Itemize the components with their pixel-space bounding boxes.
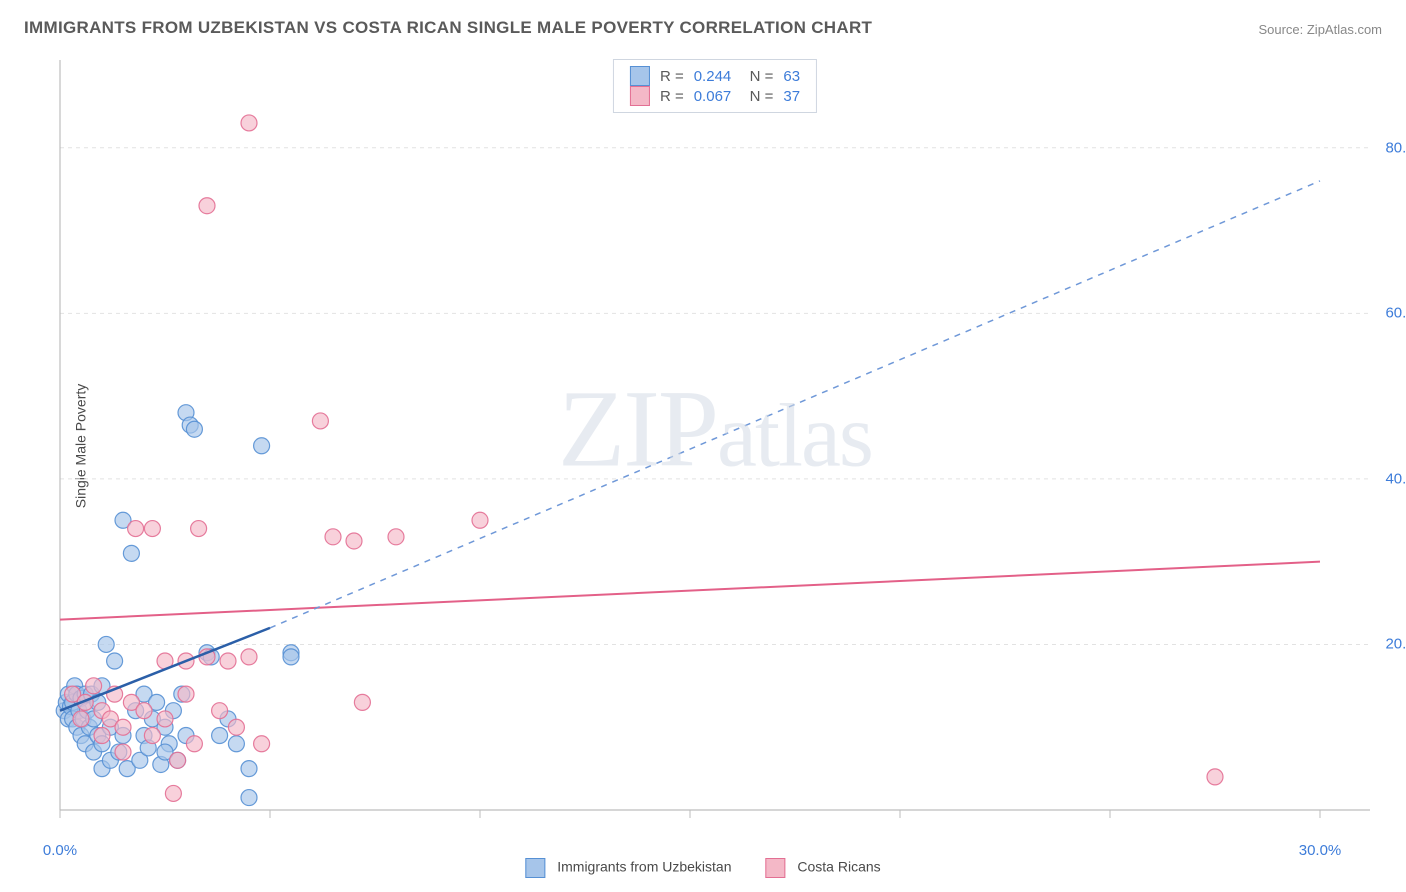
ytick-label: 60.0% — [1385, 305, 1406, 322]
legend-item: Immigrants from Uzbekistan — [525, 858, 731, 878]
swatch-icon — [630, 86, 650, 106]
stats-legend-box: R = 0.244 N = 63 R = 0.067 N = 37 — [613, 59, 817, 113]
stats-n-label: N = — [741, 68, 773, 85]
scatter-chart-svg — [50, 55, 1380, 835]
legend-item: Costa Ricans — [766, 858, 881, 878]
stats-n-value: 37 — [783, 88, 800, 105]
legend-label: Immigrants from Uzbekistan — [557, 859, 731, 875]
xtick-label: 30.0% — [1299, 842, 1342, 859]
chart-area: ZIPatlas R = 0.244 N = 63 R = 0.067 N = … — [50, 55, 1380, 835]
stats-n-label: N = — [741, 88, 773, 105]
ytick-label: 20.0% — [1385, 636, 1406, 653]
legend-label: Costa Ricans — [797, 859, 880, 875]
source-label: Source: ZipAtlas.com — [1258, 22, 1382, 37]
swatch-icon — [525, 858, 545, 878]
stats-row: R = 0.244 N = 63 — [630, 66, 800, 86]
stats-row: R = 0.067 N = 37 — [630, 86, 800, 106]
swatch-icon — [630, 66, 650, 86]
swatch-icon — [766, 858, 786, 878]
xtick-label: 0.0% — [43, 842, 77, 859]
stats-r-value: 0.244 — [694, 68, 732, 85]
ytick-label: 80.0% — [1385, 139, 1406, 156]
chart-title: IMMIGRANTS FROM UZBEKISTAN VS COSTA RICA… — [24, 18, 872, 38]
stats-n-value: 63 — [783, 68, 800, 85]
stats-r-label: R = — [660, 68, 684, 85]
bottom-legend: Immigrants from Uzbekistan Costa Ricans — [525, 858, 880, 878]
stats-r-label: R = — [660, 88, 684, 105]
stats-r-value: 0.067 — [694, 88, 732, 105]
ytick-label: 40.0% — [1385, 470, 1406, 487]
